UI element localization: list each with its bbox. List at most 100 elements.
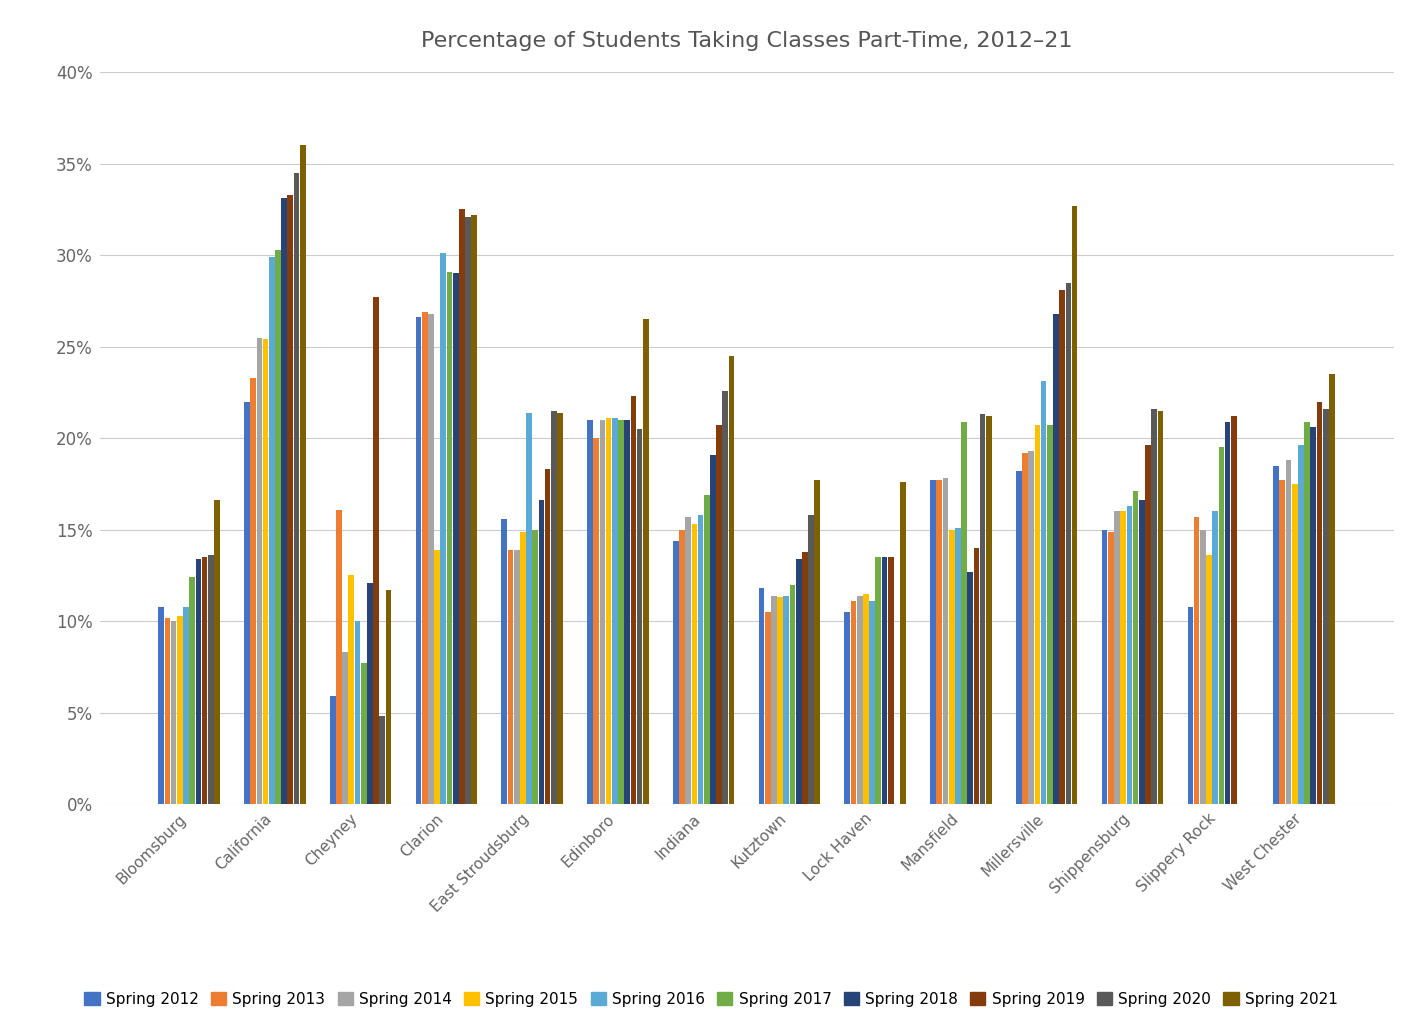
Bar (600, 420, 606, 804)
Bar (361, 663, 367, 804)
Bar (330, 696, 336, 804)
Bar (1041, 381, 1047, 804)
Bar (269, 257, 274, 804)
Bar (722, 391, 728, 804)
Bar (1072, 206, 1078, 804)
Bar (815, 480, 820, 804)
Bar (1152, 409, 1158, 804)
Bar (373, 297, 378, 804)
Bar (882, 557, 887, 804)
Bar (434, 550, 439, 804)
Bar (698, 516, 704, 804)
Bar (1219, 447, 1224, 804)
Bar (1126, 506, 1132, 804)
Bar (165, 618, 171, 804)
Bar (778, 597, 784, 804)
Bar (630, 396, 636, 804)
Bar (1304, 422, 1310, 804)
Bar (287, 195, 293, 804)
Bar (974, 548, 980, 804)
Bar (171, 621, 176, 804)
Bar (1298, 445, 1304, 804)
Bar (887, 557, 893, 804)
Bar (876, 557, 882, 804)
Bar (300, 145, 306, 804)
Bar (202, 557, 208, 804)
Bar (680, 530, 685, 804)
Bar (685, 517, 691, 804)
Bar (1311, 427, 1317, 804)
Bar (1102, 530, 1108, 804)
Bar (845, 612, 850, 804)
Bar (557, 412, 563, 804)
Bar (348, 575, 354, 804)
Bar (415, 318, 421, 804)
Bar (256, 337, 262, 804)
Bar (784, 596, 789, 804)
Bar (717, 426, 722, 804)
Bar (215, 500, 220, 804)
Bar (765, 612, 771, 804)
Bar (808, 516, 813, 804)
Bar (587, 420, 593, 804)
Bar (343, 653, 348, 804)
Bar (274, 250, 280, 804)
Bar (1022, 453, 1028, 804)
Bar (900, 483, 906, 804)
Bar (802, 552, 808, 804)
Bar (937, 480, 943, 804)
Bar (459, 209, 465, 804)
Bar (637, 429, 643, 804)
Bar (943, 478, 948, 804)
Bar (385, 590, 391, 804)
Bar (1121, 511, 1126, 804)
Bar (1193, 517, 1199, 804)
Bar (1322, 409, 1328, 804)
Bar (619, 420, 624, 804)
Bar (513, 550, 519, 804)
Bar (336, 509, 341, 804)
Bar (850, 601, 856, 804)
Bar (1285, 460, 1291, 804)
Bar (1273, 466, 1278, 804)
Bar (526, 412, 532, 804)
Bar (796, 559, 802, 804)
Bar (1145, 445, 1150, 804)
Bar (1108, 532, 1113, 804)
Bar (863, 594, 869, 804)
Bar (1028, 451, 1034, 804)
Legend: Spring 2012, Spring 2013, Spring 2014, Spring 2015, Spring 2016, Spring 2017, Sp: Spring 2012, Spring 2013, Spring 2014, S… (78, 986, 1344, 1013)
Bar (447, 271, 452, 804)
Bar (1158, 410, 1163, 804)
Bar (948, 530, 954, 804)
Bar (183, 606, 189, 804)
Bar (956, 528, 961, 804)
Bar (1224, 422, 1230, 804)
Bar (380, 717, 385, 804)
Bar (539, 500, 545, 804)
Bar (1231, 417, 1237, 804)
Bar (728, 356, 734, 804)
Bar (508, 550, 513, 804)
Bar (550, 410, 556, 804)
Bar (643, 320, 648, 804)
Bar (673, 540, 678, 804)
Bar (1065, 282, 1071, 804)
Bar (294, 173, 300, 804)
Bar (465, 217, 471, 804)
Bar (472, 214, 478, 804)
Bar (710, 455, 715, 804)
Bar (250, 377, 256, 804)
Bar (1035, 426, 1041, 804)
Bar (441, 254, 447, 804)
Bar (1047, 426, 1052, 804)
Bar (1317, 401, 1322, 804)
Bar (532, 530, 538, 804)
Bar (1206, 556, 1212, 804)
Bar (1059, 290, 1065, 804)
Bar (1115, 511, 1121, 804)
Bar (354, 621, 360, 804)
Bar (1291, 484, 1298, 804)
Bar (189, 577, 195, 804)
Bar (611, 418, 617, 804)
